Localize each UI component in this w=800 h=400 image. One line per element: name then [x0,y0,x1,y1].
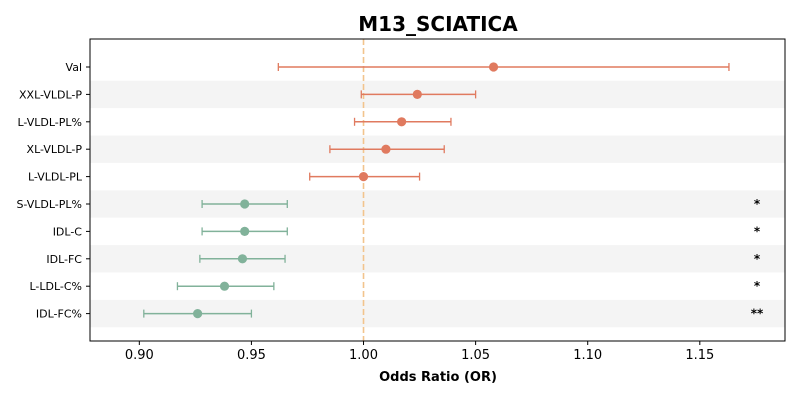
x-tick-label: 1.05 [461,348,490,363]
y-tick-label: S-VLDL-PL% [16,198,82,211]
point-estimate [358,172,369,182]
significance-marker: * [754,197,761,211]
point-estimate [193,309,203,319]
point-estimate [488,62,499,72]
chart-title: M13_SCIATICA [358,12,518,36]
y-axis: Val XXL-VLDL-P L-VLDL-PL% XL-VLDL-P L-VLDL-P… [16,61,90,321]
plot-frame [89,38,786,342]
estimate-row [329,144,445,154]
y-tick-label: Val [66,61,82,74]
x-tick-label: 1.10 [573,348,602,363]
point-estimate [219,281,230,291]
estimate-row [199,254,286,264]
x-tick-label: 1.15 [685,348,714,363]
y-tick-label: L-VLDL-PL [28,171,83,184]
significance-marker: * [754,252,761,266]
x-axis: 0.90 0.95 1.00 1.05 1.10 1.15 [125,341,714,363]
estimate-row [360,89,477,99]
significance-marker: * [754,224,761,238]
y-tick-label: XXL-VLDL-P [19,88,82,101]
point-estimate [237,254,248,264]
y-tick-label: XL-VLDL-P [27,143,83,156]
y-tick-label: IDL-C [53,225,83,238]
significance-marker: ** [751,307,764,321]
estimates [143,62,730,319]
estimate-row [176,281,275,291]
row-bands [90,80,785,328]
x-tick-label: 0.95 [237,348,266,363]
x-tick-label: 0.90 [125,348,154,363]
estimate-row [201,199,288,209]
estimate-row [353,117,452,127]
estimate-row [309,172,421,182]
y-tick-label: L-LDL-C% [29,280,82,293]
estimate-row [201,226,288,236]
x-axis-label: Odds Ratio (OR) [379,370,497,385]
point-estimate [381,144,391,154]
row-band [90,245,785,273]
estimate-row [143,309,253,319]
point-estimate [397,117,407,127]
row-band [90,190,785,218]
y-tick-label: IDL-FC% [36,308,82,321]
point-estimate [412,89,422,99]
x-tick-label: 1.00 [349,348,378,363]
point-estimate [240,226,250,236]
y-tick-label: IDL-FC [46,253,82,266]
y-tick-label: L-VLDL-PL% [17,116,82,129]
estimate-row [277,62,730,72]
significance-marker: * [754,279,761,293]
point-estimate [240,199,250,209]
significance-labels: ****** [751,197,764,321]
